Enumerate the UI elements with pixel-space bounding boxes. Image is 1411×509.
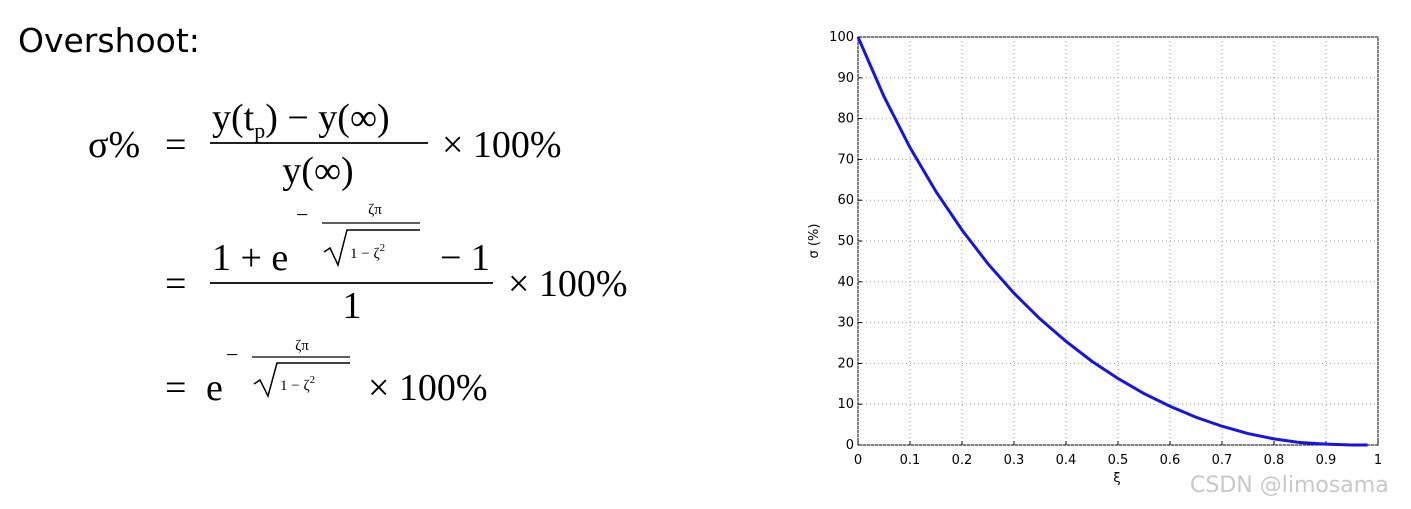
x-axis-label: ξ bbox=[1113, 471, 1120, 486]
x-tick-label: 0.1 bbox=[900, 453, 921, 468]
tail: × 100% bbox=[442, 124, 562, 166]
data-line bbox=[856, 36, 1368, 447]
y-tick-label: 30 bbox=[837, 316, 854, 331]
heading: Overshoot: bbox=[18, 21, 200, 60]
numerator: y(tp) − y(∞) bbox=[212, 97, 390, 143]
tail: × 100% bbox=[368, 367, 488, 409]
x-tick-label: 0.9 bbox=[1316, 453, 1337, 468]
x-tick-label: 0.6 bbox=[1160, 453, 1181, 468]
x-tick-label: 0 bbox=[854, 453, 862, 468]
y-tick-label: 80 bbox=[837, 112, 854, 127]
exp-den: 1 − ζ2 bbox=[350, 242, 385, 262]
y-tick-label: 10 bbox=[837, 397, 854, 412]
y-axis-label: σ (%) bbox=[807, 224, 822, 259]
numerator-post: − 1 bbox=[440, 237, 490, 279]
y-tick-label: 70 bbox=[837, 152, 854, 167]
equals: = bbox=[165, 124, 186, 166]
exp-num: ζπ bbox=[295, 338, 309, 354]
x-tick-label: 0.4 bbox=[1056, 453, 1077, 468]
radical bbox=[253, 362, 350, 399]
x-tick-label: 1 bbox=[1374, 453, 1382, 468]
exp-num: ζπ bbox=[368, 202, 382, 218]
exp-den: 1 − ζ2 bbox=[280, 374, 315, 394]
radical bbox=[323, 229, 420, 268]
denominator: y(∞) bbox=[282, 150, 353, 192]
y-tick-label: 90 bbox=[837, 71, 854, 86]
lhs: σ% bbox=[88, 124, 140, 166]
x-tick-label: 0.3 bbox=[1004, 453, 1025, 468]
x-tick-label: 0.7 bbox=[1212, 453, 1233, 468]
tail: × 100% bbox=[508, 263, 628, 305]
y-tick-label: 0 bbox=[846, 438, 854, 453]
y-tick-label: 50 bbox=[837, 234, 854, 249]
equals: = bbox=[165, 367, 186, 409]
y-tick-label: 60 bbox=[837, 193, 854, 208]
exp-sign: − bbox=[296, 202, 308, 227]
watermark: CSDN @limosama bbox=[1190, 473, 1389, 498]
y-tick-label: 20 bbox=[837, 356, 854, 371]
x-tick-label: 0.8 bbox=[1264, 453, 1285, 468]
x-tick-label: 0.5 bbox=[1108, 453, 1129, 468]
y-tick-label: 100 bbox=[829, 30, 854, 45]
x-tick-label: 0.2 bbox=[952, 453, 973, 468]
equals: = bbox=[165, 263, 186, 305]
exp-sign: − bbox=[226, 342, 238, 367]
numerator: 1 + e bbox=[212, 237, 288, 279]
denominator: 1 bbox=[343, 285, 362, 327]
y-tick-label: 40 bbox=[837, 275, 854, 290]
base: e bbox=[206, 367, 223, 409]
